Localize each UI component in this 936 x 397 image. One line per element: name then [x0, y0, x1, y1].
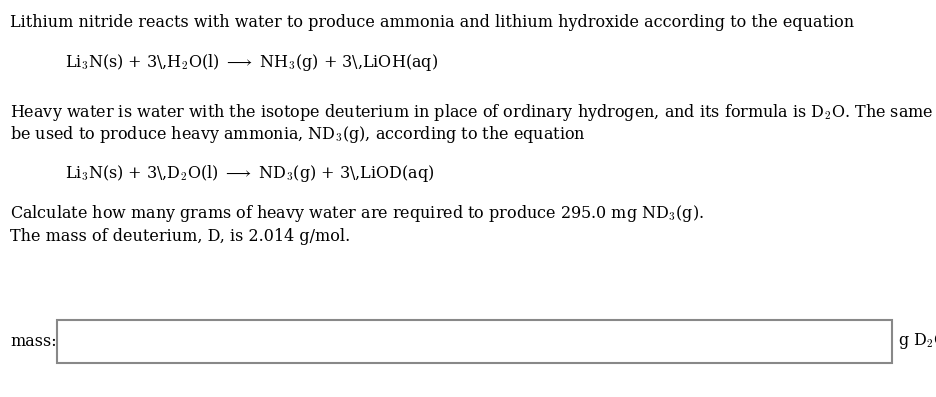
Text: Heavy water is water with the isotope deuterium in place of ordinary hydrogen, a: Heavy water is water with the isotope de…: [10, 102, 936, 123]
Text: Li$_{3}$N(s) + 3\,D$_{2}$O(l) $\longrightarrow$ ND$_{3}$(g) + 3\,LiOD(aq): Li$_{3}$N(s) + 3\,D$_{2}$O(l) $\longrigh…: [65, 163, 434, 184]
Text: g D$_{2}$O: g D$_{2}$O: [897, 331, 936, 351]
Text: The mass of deuterium, D, is 2.014 g/mol.: The mass of deuterium, D, is 2.014 g/mol…: [10, 228, 350, 245]
Text: mass:: mass:: [10, 333, 56, 349]
Bar: [57, 320, 891, 363]
Text: be used to produce heavy ammonia, ND$_{3}$(g), according to the equation: be used to produce heavy ammonia, ND$_{3…: [10, 124, 585, 145]
Text: Lithium nitride reacts with water to produce ammonia and lithium hydroxide accor: Lithium nitride reacts with water to pro…: [10, 14, 854, 31]
Text: Calculate how many grams of heavy water are required to produce 295.0 mg ND$_{3}: Calculate how many grams of heavy water …: [10, 203, 703, 224]
Text: Li$_{3}$N(s) + 3\,H$_{2}$O(l) $\longrightarrow$ NH$_{3}$(g) + 3\,LiOH(aq): Li$_{3}$N(s) + 3\,H$_{2}$O(l) $\longrigh…: [65, 52, 437, 73]
